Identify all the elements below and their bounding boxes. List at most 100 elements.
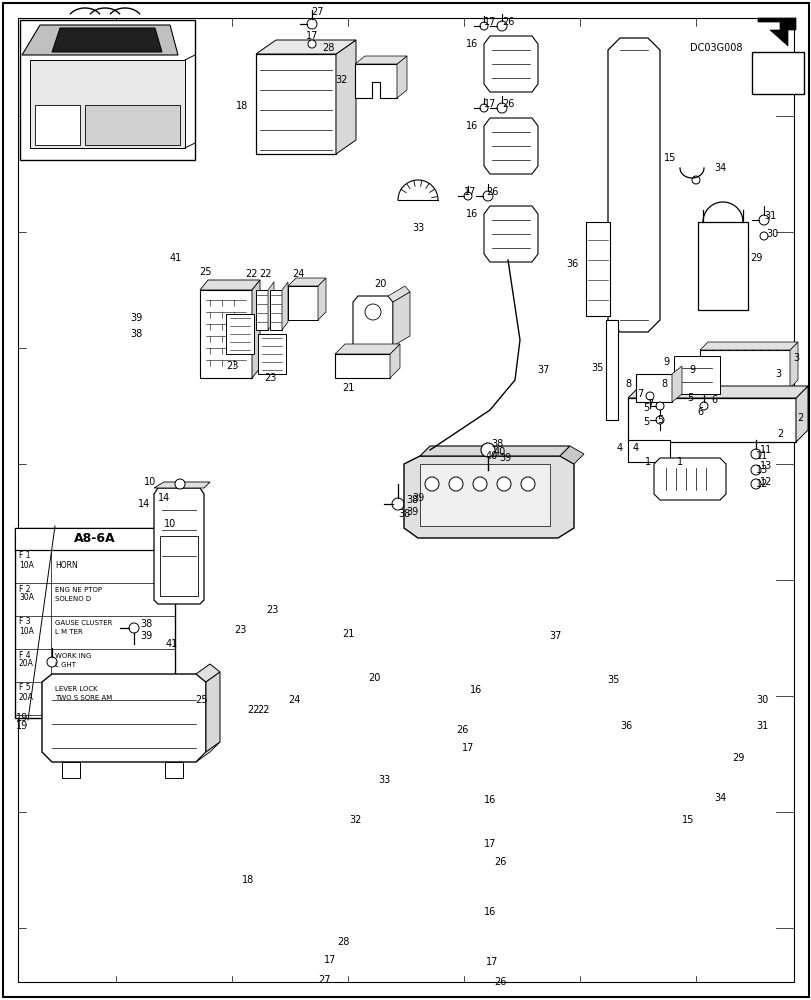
Bar [751,52,803,94]
Text: 23: 23 [225,361,238,371]
Polygon shape [789,342,797,388]
Polygon shape [635,374,672,402]
Polygon shape [270,290,281,330]
Text: 40: 40 [485,451,497,461]
Text: 10A: 10A [19,560,34,570]
Circle shape [655,416,663,424]
Text: WORK ING: WORK ING [55,653,92,659]
Circle shape [758,215,768,225]
Polygon shape [195,742,220,762]
Text: 39: 39 [139,631,152,641]
Text: 20: 20 [367,673,380,683]
Polygon shape [268,282,273,330]
Text: 17: 17 [483,17,496,27]
Text: 6: 6 [710,395,716,405]
Text: 26: 26 [493,857,505,867]
Polygon shape [404,456,573,538]
Text: 35: 35 [607,675,620,685]
Polygon shape [35,105,80,145]
Text: 17: 17 [324,955,336,965]
Text: ENG NE PTOP: ENG NE PTOP [55,587,102,593]
Polygon shape [335,354,389,378]
Polygon shape [225,314,254,354]
Polygon shape [335,344,400,354]
Circle shape [473,477,487,491]
Circle shape [496,103,506,113]
Polygon shape [761,344,766,350]
Polygon shape [393,292,410,346]
Text: 39: 39 [406,507,418,517]
Text: L M TER: L M TER [55,629,83,635]
Polygon shape [721,344,726,350]
Text: 36: 36 [619,721,631,731]
Polygon shape [737,344,742,350]
Text: 9: 9 [688,365,694,375]
Text: F 2: F 2 [19,584,31,593]
Circle shape [750,449,760,459]
Circle shape [750,479,760,489]
Text: 16: 16 [483,795,496,805]
Text: 23: 23 [264,373,276,383]
Text: 34: 34 [713,163,725,173]
Circle shape [424,477,439,491]
Polygon shape [673,356,719,394]
Text: 9: 9 [662,357,668,367]
Bar [15,528,175,718]
Polygon shape [795,386,807,442]
Text: DC03G008: DC03G008 [689,43,741,53]
Text: 16: 16 [466,39,478,49]
Text: 7: 7 [636,389,642,399]
Text: 22: 22 [247,705,260,715]
Text: 27: 27 [311,7,324,17]
Polygon shape [165,762,182,778]
Text: 26: 26 [455,725,468,735]
Text: 15: 15 [681,815,693,825]
Text: 2: 2 [796,413,802,423]
Polygon shape [769,344,774,350]
Text: 38: 38 [406,495,418,505]
Text: 37: 37 [537,365,550,375]
Text: 21: 21 [341,383,354,393]
Text: 39: 39 [498,453,510,463]
Polygon shape [697,222,747,310]
Text: 25: 25 [195,695,208,705]
Text: 32: 32 [336,75,348,85]
Circle shape [479,104,487,112]
Circle shape [646,392,653,400]
Polygon shape [336,40,355,154]
Circle shape [750,465,760,475]
Text: 16: 16 [483,907,496,917]
Text: L GHT: L GHT [55,662,76,668]
Text: 29: 29 [731,753,743,763]
Bar [419,464,549,526]
Polygon shape [699,350,789,388]
Text: 35: 35 [591,363,603,373]
Text: 23: 23 [265,605,278,615]
Text: 16: 16 [470,685,482,695]
Text: SOLENO D: SOLENO D [55,596,91,602]
Polygon shape [483,118,538,174]
Polygon shape [607,38,659,332]
Polygon shape [258,334,285,374]
Text: 3: 3 [792,353,798,363]
Polygon shape [777,344,782,350]
Text: 2: 2 [776,429,782,439]
Polygon shape [419,446,569,456]
Polygon shape [206,672,220,752]
Text: 12: 12 [759,477,771,487]
Polygon shape [281,282,288,330]
Circle shape [365,304,380,320]
Text: 14: 14 [138,499,150,509]
Polygon shape [255,40,355,54]
Polygon shape [154,488,204,604]
Text: 26: 26 [501,17,513,27]
Text: 5: 5 [686,393,693,403]
Text: 30A: 30A [19,593,34,602]
Text: 22: 22 [260,269,272,279]
Text: 10: 10 [164,519,176,529]
Text: 41: 41 [165,639,178,649]
Text: 8: 8 [624,379,630,389]
Text: 11: 11 [755,451,767,461]
Polygon shape [288,286,318,320]
Text: TWO S SORE AM: TWO S SORE AM [55,695,112,701]
